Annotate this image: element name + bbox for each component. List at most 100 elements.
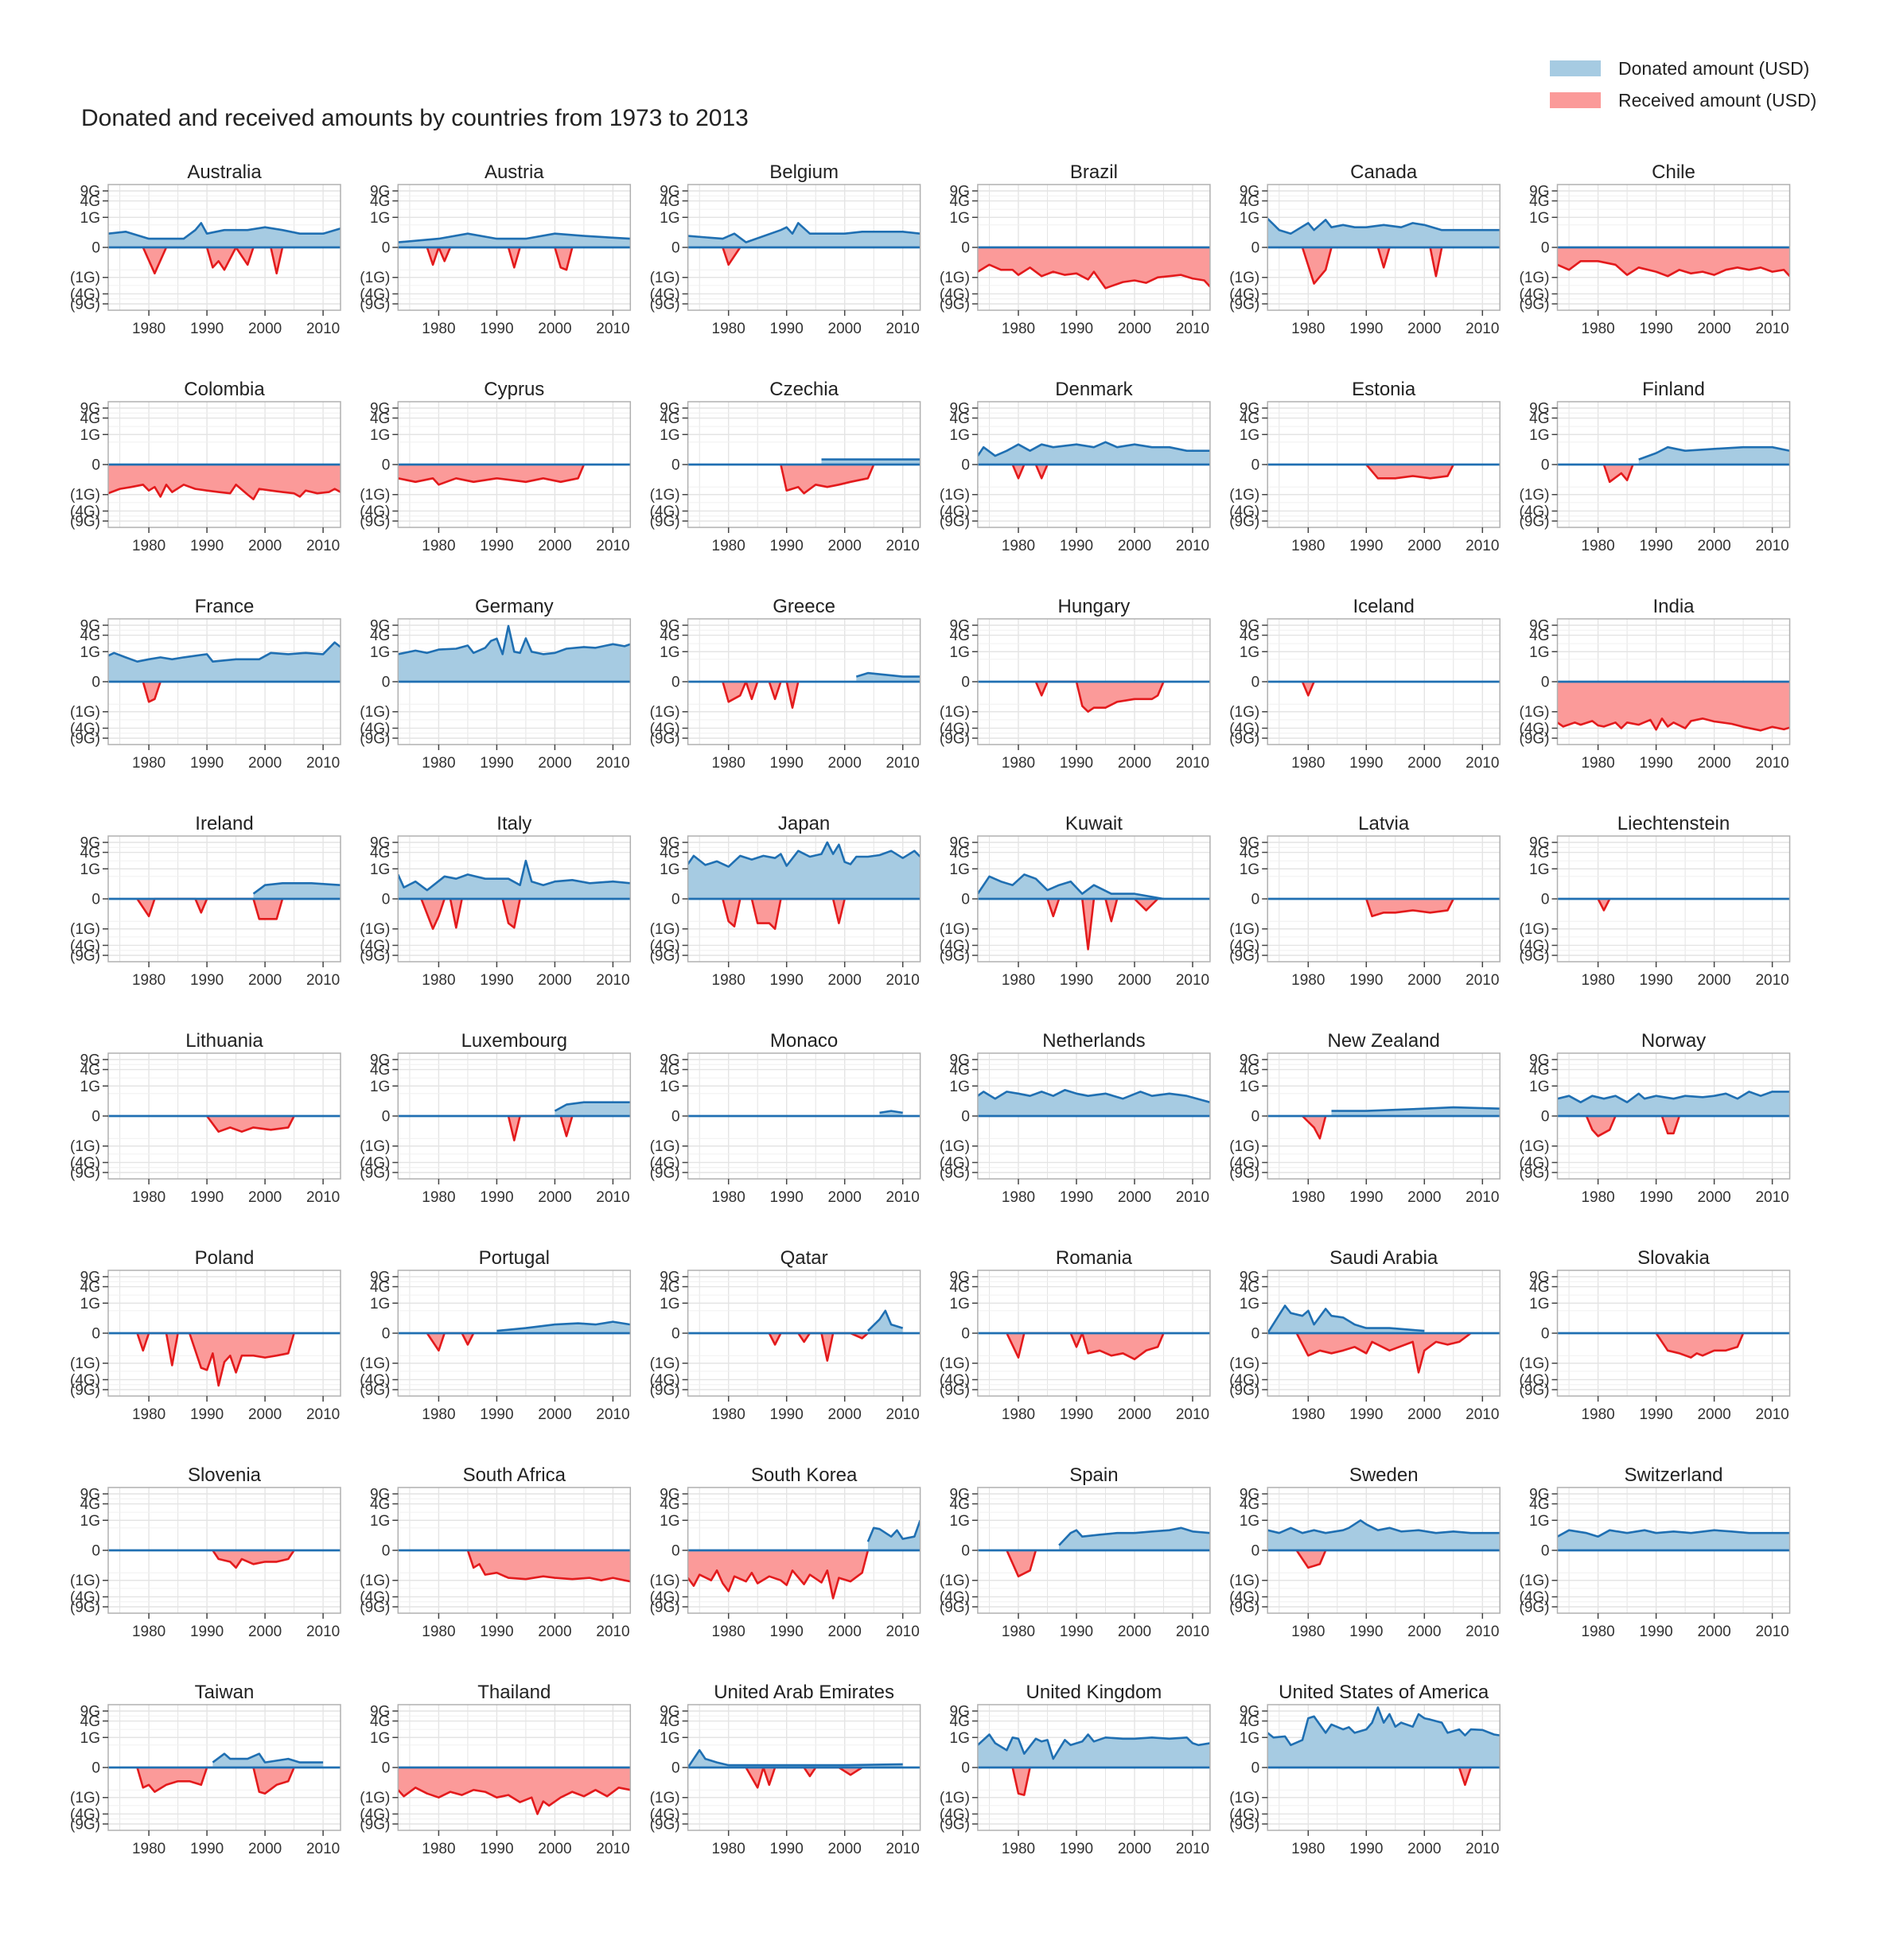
x-tick-label: 1980 — [132, 538, 165, 554]
panel-title: Ireland — [195, 813, 253, 834]
y-tick-label: 9G — [1240, 184, 1259, 200]
y-tick-label: 1G — [1240, 1730, 1259, 1747]
x-tick-label: 1990 — [1349, 538, 1383, 554]
x-tick-label: 1980 — [132, 972, 165, 989]
y-tick-label: 4G — [950, 410, 970, 427]
y-tick-label: (9G) — [940, 1817, 970, 1834]
y-tick-label: 9G — [1529, 1270, 1549, 1286]
x-tick-label: 2010 — [1466, 321, 1499, 337]
x-tick-label: 2000 — [1697, 1624, 1730, 1640]
y-tick-label: 4G — [1240, 1496, 1259, 1513]
donated-line — [108, 222, 341, 240]
x-tick-label: 1980 — [422, 1406, 455, 1423]
x-tick-label: 2010 — [596, 1406, 629, 1423]
y-tick-label: 4G — [80, 1496, 100, 1513]
y-tick-label: 4G — [1529, 193, 1549, 210]
y-tick-label: 9G — [1529, 1052, 1549, 1069]
x-tick-label: 2000 — [538, 1624, 571, 1640]
y-tick-label: (9G) — [1520, 297, 1550, 313]
plot-series — [1267, 1706, 1501, 1787]
received-area — [1006, 1550, 1036, 1577]
x-tick-label: 1980 — [1291, 972, 1325, 989]
legend-item-donated: Donated amount (USD) — [1550, 52, 1816, 84]
y-tick-label: 9G — [370, 1487, 390, 1503]
panel-title: Slovenia — [188, 1464, 262, 1486]
x-tick-label: 1990 — [1060, 1406, 1093, 1423]
y-tick-label: (9G) — [70, 948, 100, 965]
plot-series — [977, 246, 1210, 290]
y-tick-label: 4G — [1529, 410, 1549, 427]
y-tick-label: (9G) — [940, 948, 970, 965]
y-tick-label: (1G) — [1229, 487, 1259, 504]
x-tick-label: 1980 — [712, 755, 745, 772]
x-tick-label: 1980 — [712, 1841, 745, 1857]
x-tick-label: 2000 — [538, 1406, 571, 1423]
y-tick-label: 4G — [80, 1279, 100, 1296]
donated-area — [1557, 1091, 1790, 1116]
panel-title: Brazil — [1070, 161, 1118, 183]
x-tick-label: 2010 — [596, 1624, 629, 1640]
donated-line — [108, 641, 341, 663]
x-tick-label: 2000 — [538, 972, 571, 989]
panel-title: United Kingdom — [1026, 1682, 1162, 1703]
plot-series — [977, 680, 1210, 713]
y-tick-label: 0 — [671, 457, 680, 474]
y-tick-label: 9G — [370, 401, 390, 418]
y-tick-label: 4G — [950, 845, 970, 861]
y-tick-label: 9G — [80, 1704, 100, 1721]
y-tick-label: (4G) — [1520, 286, 1550, 303]
y-tick-label: 4G — [660, 1713, 679, 1730]
plot-series — [687, 458, 921, 495]
y-tick-label: 4G — [80, 628, 100, 644]
y-tick-label: (1G) — [70, 270, 100, 286]
x-tick-label: 2000 — [828, 972, 862, 989]
received-line — [398, 464, 586, 486]
donated-area — [867, 1520, 921, 1550]
x-tick-label: 1980 — [132, 1406, 165, 1423]
plot-series — [1557, 680, 1790, 732]
donated-line — [554, 1101, 631, 1112]
y-tick-label: (1G) — [1520, 1573, 1550, 1589]
y-tick-label: (4G) — [1520, 1589, 1550, 1606]
x-tick-label: 1990 — [480, 538, 513, 554]
received-area — [1656, 1333, 1744, 1358]
received-area — [722, 682, 799, 708]
y-tick-label: 4G — [370, 1062, 390, 1079]
panel-title: Switzerland — [1624, 1464, 1722, 1486]
x-tick-label: 1980 — [1002, 972, 1035, 989]
x-tick-label: 2000 — [828, 1189, 862, 1206]
donated-area — [108, 223, 341, 247]
y-tick-label: (4G) — [70, 721, 100, 737]
y-tick-label: (1G) — [360, 487, 390, 504]
panel-title: Greece — [773, 596, 835, 617]
y-tick-label: 0 — [1541, 1326, 1550, 1343]
x-tick-label: 1990 — [770, 1624, 804, 1640]
received-area — [426, 247, 573, 270]
legend-label-received: Received amount (USD) — [1618, 89, 1817, 111]
received-line — [108, 484, 341, 500]
x-tick-label: 2000 — [248, 1841, 282, 1857]
y-tick-label: 4G — [660, 1279, 679, 1296]
y-tick-label: (4G) — [650, 1806, 680, 1823]
x-tick-label: 2000 — [1407, 755, 1441, 772]
x-tick-label: 1990 — [190, 1189, 224, 1206]
x-tick-label: 1980 — [1002, 538, 1035, 554]
x-tick-label: 1990 — [1639, 972, 1672, 989]
y-tick-label: (9G) — [1520, 1600, 1550, 1616]
y-tick-label: 0 — [671, 1109, 680, 1126]
x-tick-label: 1980 — [132, 1841, 165, 1857]
legend-item-received: Received amount (USD) — [1550, 84, 1816, 116]
y-tick-label: (4G) — [940, 938, 970, 955]
received-area — [1035, 682, 1164, 712]
x-tick-label: 1990 — [480, 321, 513, 337]
